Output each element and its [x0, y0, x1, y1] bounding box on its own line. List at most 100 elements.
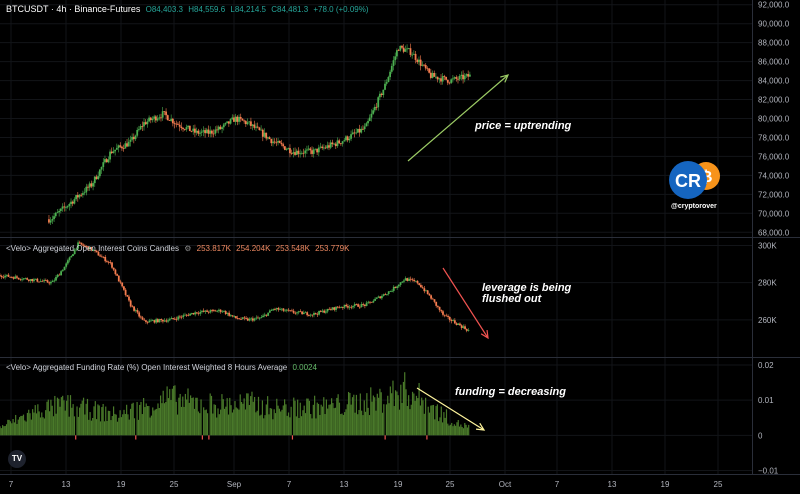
price-candle-body — [83, 192, 86, 194]
funding-bar — [427, 406, 429, 436]
oi-candle-body — [442, 311, 444, 315]
oi-candle-body — [139, 316, 142, 318]
oi-candle-body — [58, 274, 61, 276]
price-candle-body — [80, 194, 83, 196]
funding-bar — [178, 397, 180, 436]
funding-bar — [274, 413, 277, 436]
oi-candle-body — [223, 311, 225, 312]
funding-bar — [247, 393, 249, 436]
x-tick-label: 7 — [555, 480, 560, 489]
oi-candle-body — [380, 296, 383, 299]
open-value: O84,403.3 — [145, 5, 183, 14]
price-candle-body — [316, 148, 319, 153]
price-candle-body — [462, 74, 464, 80]
price-candle-body — [356, 128, 359, 133]
price-candle-body — [377, 97, 380, 108]
oi-candle-body — [392, 286, 395, 291]
funding-bar — [46, 401, 48, 436]
price-candle-body — [373, 106, 376, 111]
price-candle-body — [314, 148, 317, 150]
price-candle-body — [194, 128, 196, 133]
oi-candle-body — [83, 245, 86, 247]
oi-candle-body — [39, 280, 42, 282]
oi-candle-body — [233, 316, 236, 317]
oi-candle-body — [355, 304, 358, 306]
funding-bar — [388, 403, 390, 436]
price-candle-body — [428, 68, 431, 73]
funding-bar — [237, 408, 239, 436]
oi-candle-body — [14, 276, 17, 279]
oi-candle-body — [168, 319, 171, 321]
funding-bar — [85, 403, 87, 436]
funding-indicator-name[interactable]: <Velo> Aggregated Funding Rate (%) Open … — [6, 363, 288, 372]
funding-bar — [4, 425, 6, 436]
price-candle-body — [209, 130, 212, 134]
oi-candle-body — [170, 318, 173, 320]
funding-bar — [451, 422, 453, 436]
x-tick-label: Sep — [227, 480, 242, 489]
oi-candle-body — [9, 276, 12, 278]
oi-candle-body — [22, 278, 25, 280]
funding-bar — [460, 424, 462, 436]
oi-candle-body — [177, 316, 180, 320]
oi-candle-body — [189, 313, 191, 316]
price-candle-body — [285, 149, 288, 150]
oi-candle-body — [199, 311, 202, 314]
price-candle-body — [202, 130, 205, 132]
oi-candle-body — [50, 281, 52, 284]
funding-bar — [81, 400, 83, 436]
price-candle-body — [328, 145, 330, 148]
funding-bar — [411, 391, 414, 436]
funding-bar — [277, 405, 279, 436]
oi-candle-body — [343, 304, 346, 308]
price-candle-body — [355, 132, 358, 134]
price-candle-body — [244, 121, 247, 125]
oi-candle-body — [370, 301, 373, 303]
oi-candle-body — [340, 307, 343, 308]
funding-bar — [141, 414, 143, 436]
oi-settings-icon[interactable]: ⚙ — [184, 244, 192, 253]
oi-candle-body — [292, 310, 295, 313]
funding-bar — [341, 413, 343, 436]
price-candle-body — [446, 79, 449, 83]
oi-candle-body — [350, 306, 353, 308]
oi-indicator-name[interactable]: <Velo> Aggregated Open Interest Coins Ca… — [6, 244, 180, 253]
funding-bar — [122, 414, 124, 436]
funding-bar — [359, 393, 361, 436]
oi-value-3: 253.548K — [275, 244, 310, 253]
funding-bar — [371, 401, 373, 436]
oi-candle-body — [246, 318, 249, 321]
price-candle-body — [372, 110, 375, 114]
price-candle-body — [233, 117, 235, 122]
oi-candle-body — [316, 313, 319, 315]
oi-candle-body — [145, 320, 147, 322]
funding-bar — [84, 414, 86, 436]
funding-bar — [166, 386, 168, 436]
funding-bar — [253, 396, 256, 436]
oi-candle-body — [353, 304, 356, 307]
funding-bar — [217, 408, 219, 436]
price-candle-body — [222, 124, 225, 128]
oi-candle-body — [136, 310, 139, 313]
oi-candle-body — [111, 262, 113, 268]
funding-bar — [448, 425, 450, 436]
price-candle-body — [441, 76, 444, 82]
funding-bar — [226, 398, 228, 436]
tradingview-logo-icon[interactable]: TV — [8, 450, 26, 468]
funding-bar — [92, 417, 94, 436]
y-tick-label: 300K — [758, 241, 777, 250]
price-candle-body — [170, 118, 173, 121]
funding-bar — [389, 386, 391, 436]
symbol-label[interactable]: BTCUSDT · 4h · Binance-Futures — [6, 4, 141, 14]
funding-bar — [196, 397, 198, 436]
funding-bar — [73, 416, 76, 436]
oi-candle-body — [248, 318, 251, 321]
oi-candle-body — [420, 284, 422, 288]
funding-bar — [197, 411, 200, 436]
funding-bar — [432, 404, 435, 436]
annotation-arrows — [407, 74, 510, 431]
price-candle-body — [253, 124, 256, 128]
price-candle-body — [212, 133, 215, 135]
price-candle-body — [433, 72, 436, 77]
funding-bar — [370, 387, 372, 436]
